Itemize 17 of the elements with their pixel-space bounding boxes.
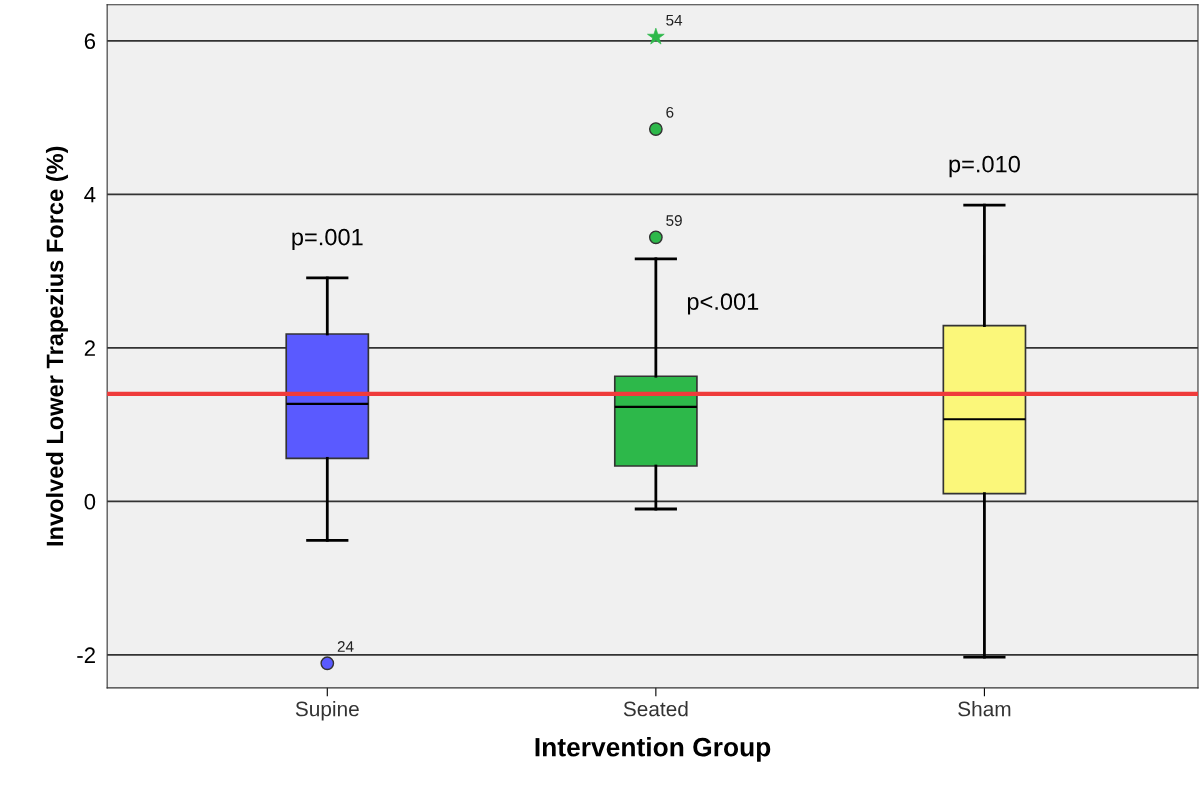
x-axis-title: Intervention Group [535, 737, 771, 762]
annotation: 54 [666, 14, 683, 26]
y-tick-label: 6 [84, 33, 96, 50]
x-tick-label: Sham [958, 701, 1011, 717]
y-tick-label: -2 [77, 647, 95, 663]
y-tick-label: 4 [84, 187, 96, 203]
annotation: p=.001 [292, 228, 363, 251]
annotation: 24 [337, 641, 354, 652]
y-axis-title: Involved Lower Trapezius Force (%) [45, 146, 68, 546]
y-tick-label: 0 [84, 493, 96, 510]
x-tick-label: Supine [295, 701, 359, 721]
x-tick-label: Seated [623, 701, 688, 717]
annotation: 6 [666, 106, 674, 118]
annotation: p<.001 [687, 293, 759, 315]
y-tick-label: 2 [84, 340, 95, 356]
annotation: p=.010 [949, 155, 1020, 178]
annotation: 59 [666, 215, 682, 226]
